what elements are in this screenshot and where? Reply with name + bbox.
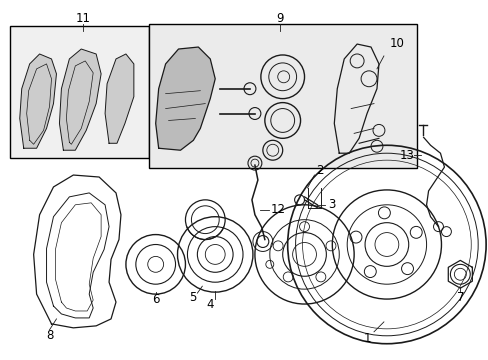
Text: 1: 1	[363, 332, 370, 345]
Text: 7: 7	[456, 291, 463, 303]
Polygon shape	[60, 49, 101, 150]
Text: 8: 8	[46, 329, 53, 342]
Text: 10: 10	[388, 37, 404, 50]
Text: 6: 6	[152, 293, 159, 306]
Text: 3: 3	[328, 198, 335, 211]
Text: 12: 12	[270, 203, 285, 216]
Bar	[10, 26, 148, 158]
Bar	[148, 24, 416, 168]
Polygon shape	[105, 54, 134, 143]
Text: 2: 2	[315, 163, 323, 176]
Text: 9: 9	[275, 12, 283, 25]
Text: 13: 13	[399, 149, 413, 162]
Text: 11: 11	[76, 12, 91, 25]
Polygon shape	[20, 54, 56, 148]
Polygon shape	[155, 47, 215, 150]
Text: 4: 4	[206, 297, 214, 311]
Text: 5: 5	[188, 291, 196, 303]
